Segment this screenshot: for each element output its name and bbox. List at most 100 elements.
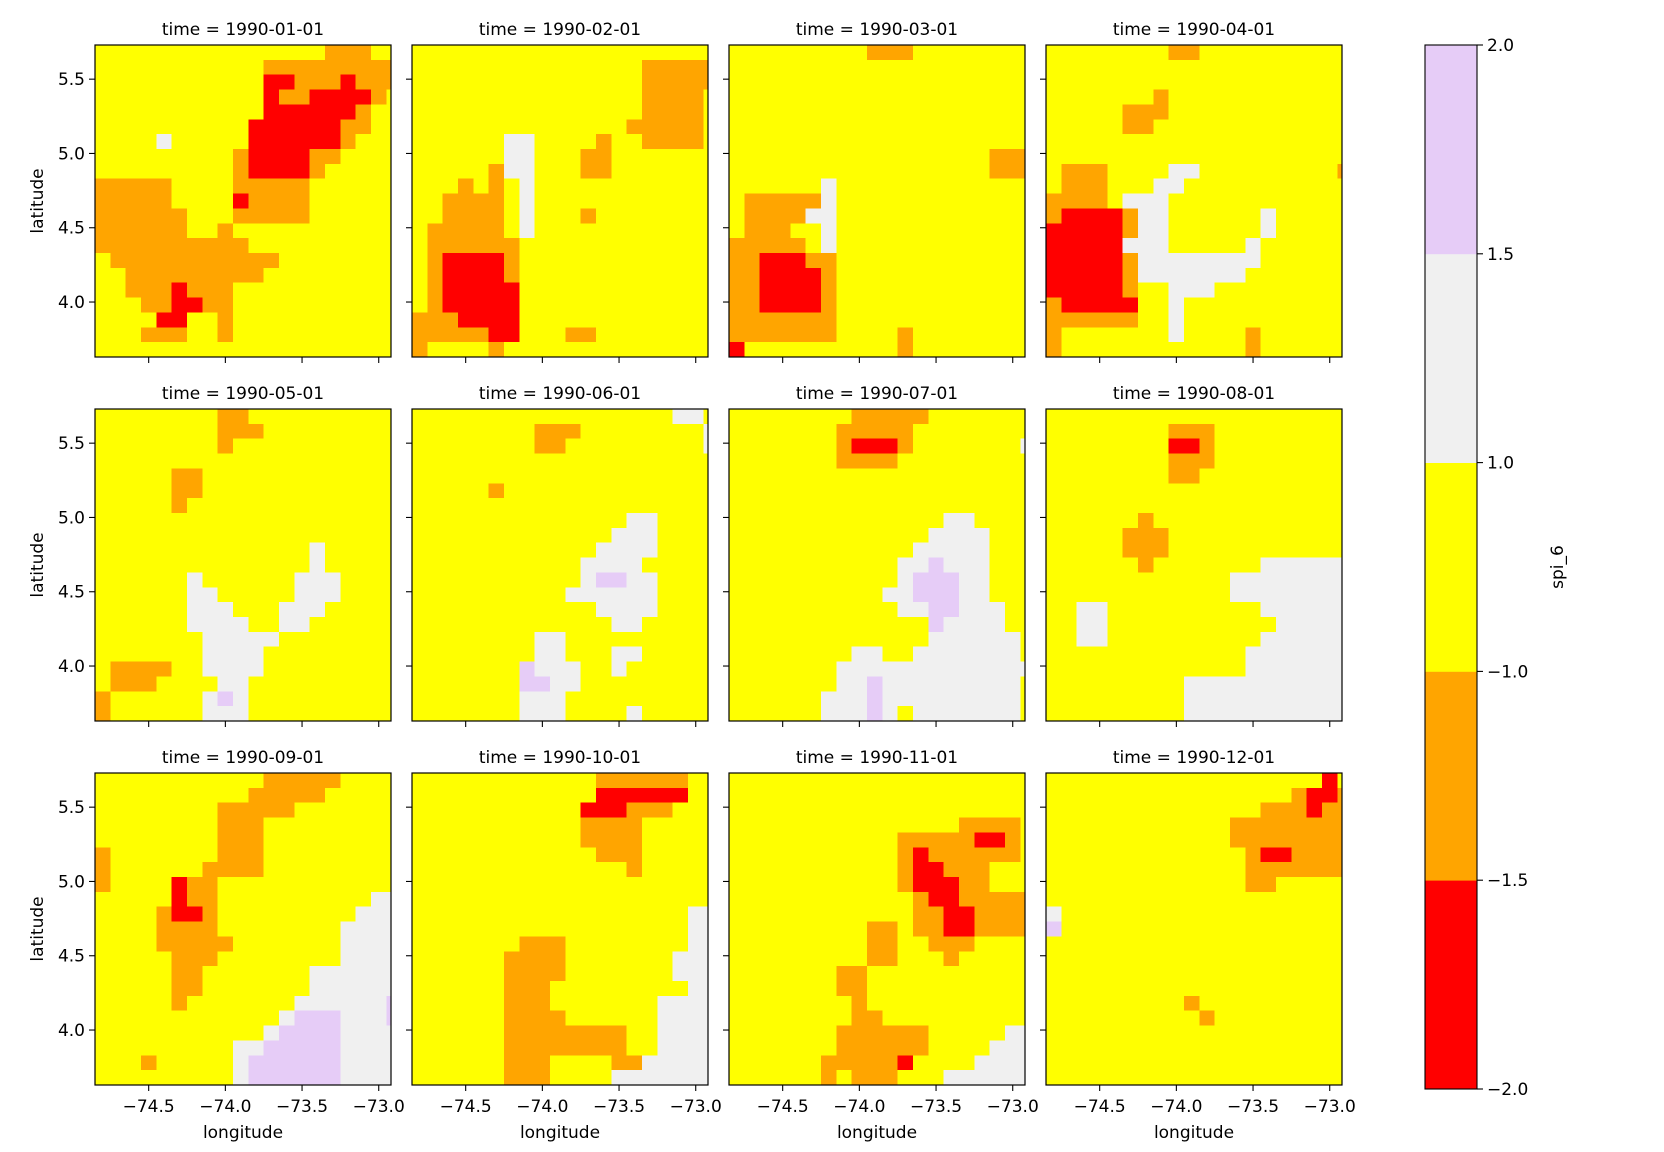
- heatmap-cell: [805, 602, 822, 618]
- heatmap-cell: [519, 921, 536, 937]
- heatmap-cell: [1214, 817, 1231, 833]
- heatmap-cell: [550, 995, 566, 1012]
- heatmap-cell: [125, 483, 142, 499]
- heatmap-cell: [1107, 891, 1124, 908]
- heatmap-cell: [974, 178, 991, 194]
- heatmap-cell: [959, 513, 975, 529]
- heatmap-cell: [611, 661, 628, 677]
- heatmap-cell: [626, 817, 643, 833]
- heatmap-cell: [1322, 74, 1338, 90]
- heatmap-cell: [1153, 527, 1170, 544]
- heatmap-cell: [703, 921, 709, 937]
- heatmap-cell: [775, 409, 791, 425]
- heatmap-cell: [504, 936, 520, 952]
- heatmap-cell: [1337, 513, 1343, 529]
- heatmap-cell: [340, 74, 357, 90]
- heatmap-cell: [488, 312, 505, 328]
- heatmap-cell: [1306, 297, 1323, 313]
- heatmap-cell: [171, 74, 188, 90]
- heatmap-cell: [974, 617, 991, 633]
- heatmap-cell: [504, 134, 520, 150]
- heatmap-cell: [412, 409, 428, 425]
- heatmap-cell: [1214, 498, 1231, 514]
- heatmap-cell: [294, 802, 311, 818]
- heatmap-cell: [279, 572, 295, 588]
- heatmap-cell: [1107, 134, 1124, 150]
- heatmap-cell: [729, 45, 745, 61]
- heatmap-cell: [1322, 409, 1338, 425]
- heatmap-cell: [371, 617, 387, 633]
- heatmap-cell: [1005, 1010, 1021, 1026]
- heatmap-cell: [279, 661, 295, 677]
- heatmap-cell: [217, 267, 234, 284]
- heatmap-cell: [974, 1070, 991, 1086]
- heatmap-cell: [325, 74, 341, 90]
- heatmap-cell: [611, 951, 628, 967]
- heatmap-cell: [611, 847, 628, 863]
- heatmap-cell: [928, 119, 945, 135]
- heatmap-cell: [248, 253, 265, 269]
- heatmap-cell: [325, 498, 341, 514]
- heatmap-cell: [775, 847, 791, 863]
- heatmap-cell: [775, 981, 791, 997]
- heatmap-cell: [110, 238, 127, 254]
- heatmap-cell: [775, 527, 791, 544]
- heatmap-cell: [672, 193, 689, 209]
- heatmap-cell: [217, 59, 234, 76]
- heatmap-cell: [1092, 342, 1108, 358]
- heatmap-cell: [1168, 267, 1185, 284]
- heatmap-cell: [1138, 847, 1154, 863]
- heatmap-cell: [141, 676, 157, 692]
- heatmap-cell: [821, 691, 837, 707]
- heatmap-cell: [1276, 483, 1292, 499]
- heatmap-cell: [248, 223, 265, 239]
- heatmap-cell: [1046, 498, 1062, 514]
- heatmap-cell: [1138, 891, 1154, 908]
- heatmap-cell: [867, 891, 883, 908]
- heatmap-cell: [1107, 527, 1124, 544]
- heatmap-cell: [233, 238, 249, 254]
- heatmap-cell: [867, 104, 883, 120]
- heatmap-cell: [187, 468, 203, 484]
- heatmap-cell: [141, 342, 157, 358]
- heatmap-cell: [657, 1040, 674, 1056]
- heatmap-cell: [882, 617, 899, 633]
- heatmap-cell: [611, 45, 628, 61]
- heatmap-cell: [294, 587, 311, 603]
- heatmap-cell: [1005, 119, 1021, 135]
- heatmap-cell: [1245, 208, 1262, 224]
- heatmap-cell: [1306, 817, 1323, 833]
- heatmap-cell: [959, 661, 975, 677]
- heatmap-cell: [309, 631, 326, 648]
- heatmap-cell: [1168, 149, 1185, 165]
- heatmap-cell: [1046, 208, 1062, 224]
- heatmap-cell: [488, 951, 505, 967]
- heatmap-cell: [1107, 498, 1124, 514]
- heatmap-cell: [1245, 468, 1262, 484]
- heatmap-cell: [442, 691, 459, 707]
- heatmap-cell: [187, 661, 203, 677]
- heatmap-cell: [217, 951, 234, 967]
- heatmap-cell: [703, 587, 709, 603]
- heatmap-cell: [1260, 193, 1277, 209]
- heatmap-cell: [836, 966, 853, 982]
- heatmap-cell: [974, 966, 991, 982]
- heatmap-cell: [836, 706, 853, 722]
- heatmap-cell: [790, 557, 807, 573]
- heatmap-cell: [519, 513, 536, 529]
- heatmap-cell: [125, 646, 142, 662]
- heatmap-cell: [744, 691, 761, 707]
- heatmap-cell: [703, 423, 709, 440]
- heatmap-cell: [1138, 802, 1154, 818]
- heatmap-cell: [1199, 527, 1216, 544]
- heatmap-cell: [836, 193, 853, 209]
- heatmap-cell: [1122, 423, 1139, 440]
- heatmap-cell: [294, 1055, 311, 1071]
- heatmap-cell: [867, 602, 883, 618]
- heatmap-cell: [821, 1055, 837, 1071]
- heatmap-cell: [959, 453, 975, 469]
- heatmap-cell: [1020, 297, 1026, 313]
- heatmap-cell: [386, 706, 392, 722]
- heatmap-cell: [1199, 802, 1216, 818]
- heatmap-cell: [626, 438, 643, 454]
